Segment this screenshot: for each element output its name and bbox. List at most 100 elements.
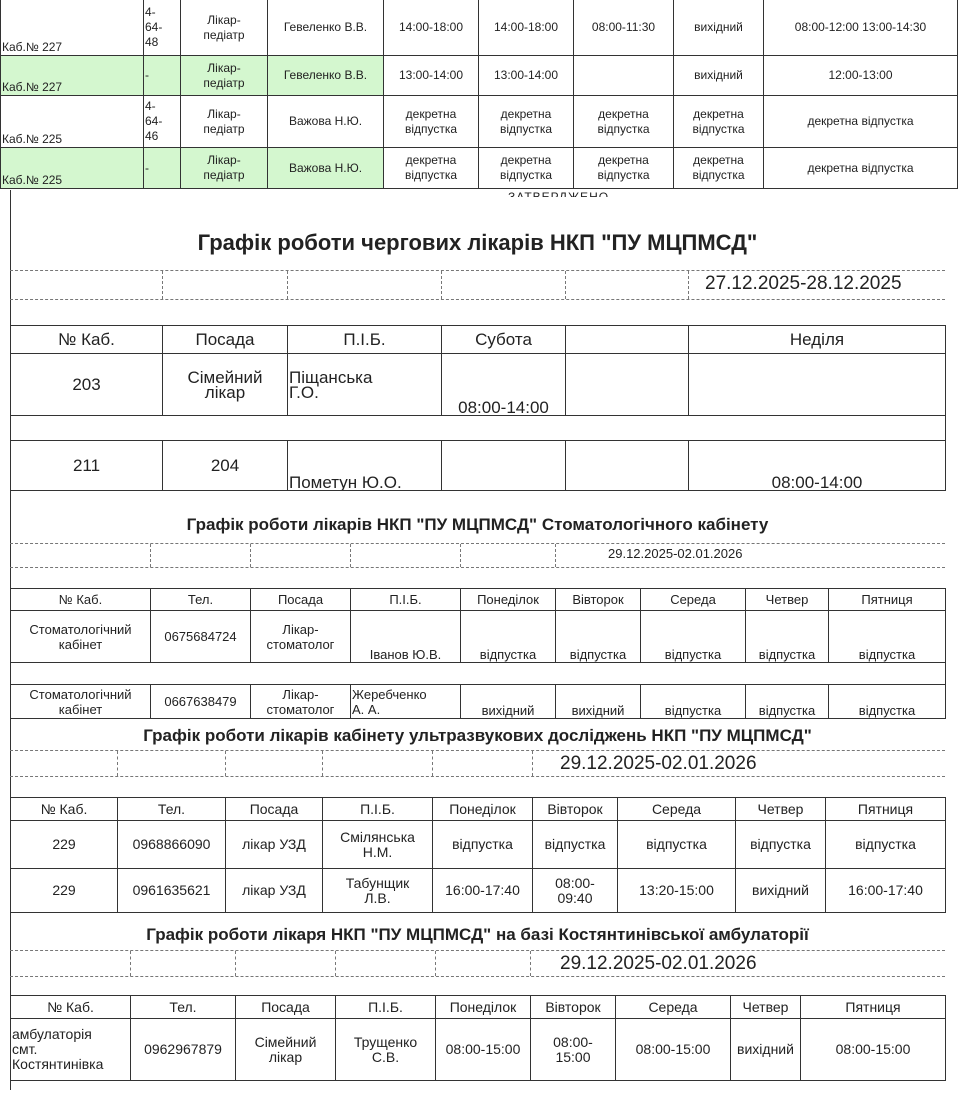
table-cell: відпустка <box>532 820 618 869</box>
cell-divider <box>335 951 336 976</box>
column-header: Тел. <box>150 588 251 611</box>
header-row: № Каб. Посада П.І.Б. Субота Неділя <box>10 325 946 354</box>
table-cell: Піщанська Г.О. <box>287 353 442 416</box>
cell-divider <box>287 271 288 299</box>
table-cell: Табунщик Л.В. <box>322 868 433 913</box>
table-cell: відпустка <box>432 820 533 869</box>
table-cell: вихідний <box>555 684 641 719</box>
table-cell: Важова Н.Ю. <box>267 147 384 189</box>
cell-divider <box>350 544 351 567</box>
table-cell: 0968866090 <box>117 820 226 869</box>
table-cell: 08:00-14:00 <box>688 440 946 491</box>
column-header <box>565 325 689 354</box>
column-header: Четвер <box>730 995 801 1019</box>
table-cell: декретна відпустка <box>673 95 764 148</box>
table-cell: лікар УЗД <box>225 820 323 869</box>
table-cell: 204 <box>162 440 288 491</box>
column-header: № Каб. <box>10 995 131 1019</box>
table-cell: відпустка <box>735 820 826 869</box>
column-header: Вівторок <box>555 588 641 611</box>
cell-divider <box>530 951 531 976</box>
column-header: Середа <box>640 588 746 611</box>
table-cell: відпустка <box>640 610 746 663</box>
pediatric-table: Каб.№ 227 4- 64- 48 Лікар- педіатр Гевеленк… <box>0 0 958 189</box>
table-cell: декретна відпустка <box>573 95 674 148</box>
table-row: 229 0968866090 лікар УЗД Смілянська Н.М. від… <box>10 820 946 869</box>
table-cell: вихідний <box>460 684 556 719</box>
table-cell: вихідний <box>730 1018 801 1081</box>
table-cell: Лікар- педіатр <box>180 147 268 189</box>
table-cell: відпустка <box>640 684 746 719</box>
table-cell: 0675684724 <box>150 610 251 663</box>
table-cell: 13:00-14:00 <box>383 55 479 96</box>
table-cell: Стоматологічний кабінет <box>10 684 151 719</box>
duty_schedule-title: Графік роботи чергових лікарів НКП "ПУ М… <box>197 230 758 255</box>
table-cell: Іванов Ю.В. <box>350 610 461 663</box>
table-cell: відпустка <box>828 610 946 663</box>
table-cell: Сімейний лікар <box>162 353 288 416</box>
table-cell: 08:00-11:30 <box>573 0 674 56</box>
table-cell: Трущенко С.В. <box>335 1018 436 1081</box>
cell-divider <box>441 271 442 299</box>
cell-divider <box>250 544 251 567</box>
table-cell: 0667638479 <box>150 684 251 719</box>
header-row: № Каб. Тел. Посада П.І.Б. Понеділок Вівторок С… <box>10 588 946 611</box>
table-cell: Лікар- педіатр <box>180 55 268 96</box>
table-cell: відпустка <box>617 820 736 869</box>
duty-table: № Каб. Посада П.І.Б. Субота Неділя 203 Сімейни… <box>10 325 946 491</box>
table-cell: 08:00-15:00 <box>435 1018 531 1081</box>
table-row: Стоматологічний кабінет 0675684724 Лікар- … <box>10 610 946 663</box>
table-cell: 08:00-15:00 <box>615 1018 731 1081</box>
table-cell: 14:00-18:00 <box>383 0 479 56</box>
table-cell: - <box>143 147 181 189</box>
table-cell: Важова Н.Ю. <box>267 95 384 148</box>
column-header: Вівторок <box>530 995 616 1019</box>
column-header: Понеділок <box>460 588 556 611</box>
table-cell: Жеребченко А. А. <box>350 684 461 719</box>
column-header: Середа <box>615 995 731 1019</box>
table-cell: Лікар- педіатр <box>180 95 268 148</box>
cell-divider <box>322 751 323 776</box>
ambulatory_schedule-period-row: 29.12.2025-02.01.2026 <box>10 950 945 977</box>
table-cell: Каб.№ 225 <box>0 95 144 148</box>
table-cell: декретна відпустка <box>573 147 674 189</box>
column-header: Четвер <box>745 588 829 611</box>
table-cell: Лікар- стоматолог <box>250 610 351 663</box>
column-header: № Каб. <box>10 588 151 611</box>
table-cell: Каб.№ 227 <box>0 0 144 56</box>
duty_schedule-period: 27.12.2025-28.12.2025 <box>705 273 902 294</box>
dental-table: № Каб. Тел. Посада П.І.Б. Понеділок Вівторок С… <box>10 588 946 719</box>
header-row: № Каб. Тел. Посада П.І.Б. Понеділок Вівторок С… <box>10 797 946 821</box>
column-header: Неділя <box>688 325 946 354</box>
cell-divider <box>565 271 566 299</box>
table-cell: 229 <box>10 868 118 913</box>
dental_schedule-period: 29.12.2025-02.01.2026 <box>608 546 743 561</box>
table-cell: 08:00- 15:00 <box>530 1018 616 1081</box>
column-header: П.І.Б. <box>350 588 461 611</box>
cell-divider <box>225 751 226 776</box>
cell-divider <box>555 544 556 567</box>
dental_schedule-title: Графік роботи лікарів НКП "ПУ МЦПМСД" Ст… <box>186 515 769 534</box>
table-cell: 08:00- 09:40 <box>532 868 618 913</box>
table-cell: 0962967879 <box>130 1018 236 1081</box>
column-header: Субота <box>441 325 566 354</box>
column-header: Посада <box>235 995 336 1019</box>
table-cell: 08:00-15:00 <box>800 1018 946 1081</box>
table-cell: Стоматологічний кабінет <box>10 610 151 663</box>
table-cell: декретна відпустка <box>763 95 958 148</box>
table-cell: декретна відпустка <box>383 95 479 148</box>
column-header: П.І.Б. <box>287 325 442 354</box>
table-row: Каб.№ 227 4- 64- 48 Лікар- педіатр Гевеленк… <box>0 0 958 56</box>
spacer <box>10 415 946 441</box>
table-row: 211 204 Пометун Ю.О. 08:00-14:00 <box>10 440 946 491</box>
table-cell: 12:00-13:00 <box>763 55 958 96</box>
ultrasound_schedule-title: Графік роботи лікарів кабінету ультразву… <box>143 726 812 745</box>
column-header: Середа <box>617 797 736 821</box>
cell-divider <box>162 271 163 299</box>
table-row: 229 0961635621 лікар УЗД Табунщик Л.В. 16:00… <box>10 868 946 913</box>
table-cell: Пометун Ю.О. <box>287 440 442 491</box>
cell-divider <box>432 751 433 776</box>
ultrasound_schedule-period-row: 29.12.2025-02.01.2026 <box>10 750 945 777</box>
column-header: Пятниця <box>800 995 946 1019</box>
column-header: Посада <box>225 797 323 821</box>
